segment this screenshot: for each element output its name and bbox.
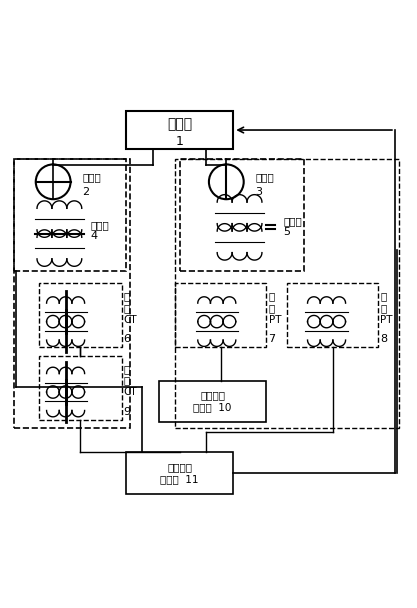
Text: 标
准
CT: 标 准 CT <box>123 364 137 397</box>
Text: 标
准
PT: 标 准 PT <box>380 292 393 325</box>
Bar <box>39 283 121 348</box>
Bar <box>287 283 378 348</box>
Bar <box>176 159 399 428</box>
Bar <box>14 159 126 271</box>
Text: 被
校
PT: 被 校 PT <box>269 292 281 325</box>
Text: 1: 1 <box>176 135 183 148</box>
Text: 升流器: 升流器 <box>90 220 109 230</box>
Bar <box>159 381 266 422</box>
Text: 被校功率: 被校功率 <box>200 390 225 400</box>
Bar <box>126 111 234 149</box>
Text: 4: 4 <box>90 230 98 241</box>
Text: 分析仪  10: 分析仪 10 <box>193 402 232 413</box>
Bar <box>39 356 121 420</box>
Text: 5: 5 <box>283 227 290 237</box>
Text: 分析仪  11: 分析仪 11 <box>160 474 199 484</box>
Bar <box>14 159 130 428</box>
Text: 6: 6 <box>123 334 131 344</box>
Text: 电压源: 电压源 <box>255 173 274 182</box>
Bar <box>179 159 304 271</box>
Text: 电流源: 电流源 <box>82 173 101 182</box>
Text: 升压器: 升压器 <box>283 216 302 226</box>
Text: 被
校
CT: 被 校 CT <box>123 292 137 325</box>
Text: 标准功率: 标准功率 <box>167 462 192 472</box>
Bar <box>176 283 266 348</box>
Bar <box>126 452 234 494</box>
Text: 2: 2 <box>82 187 89 197</box>
Text: 7: 7 <box>269 334 276 344</box>
Text: 9: 9 <box>123 407 131 416</box>
Text: 3: 3 <box>255 187 262 197</box>
Text: 计算机: 计算机 <box>167 117 192 131</box>
Text: 8: 8 <box>380 334 387 344</box>
